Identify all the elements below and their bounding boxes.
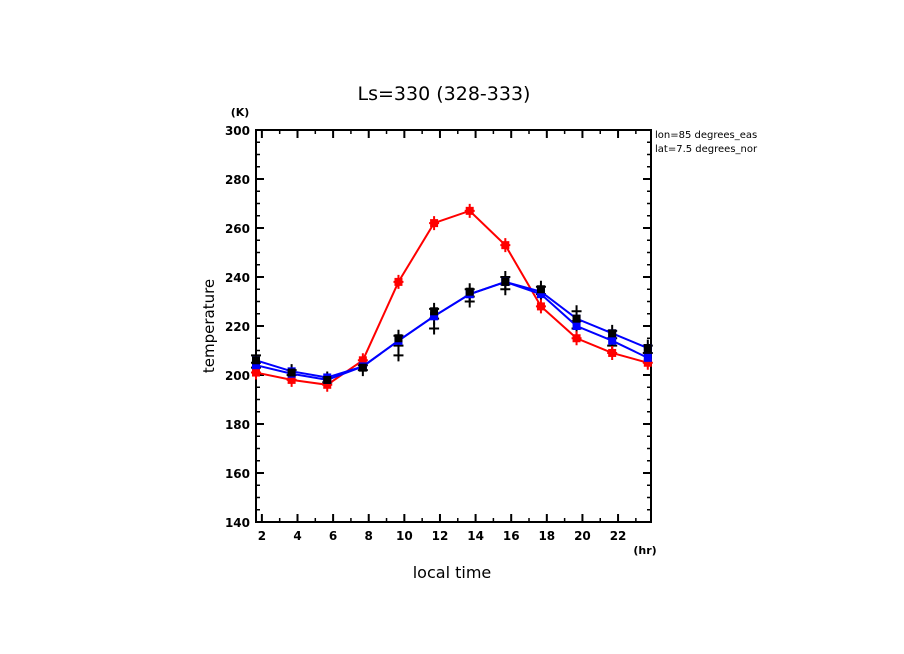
- annotation-lon: lon=85 degrees_eas: [655, 130, 757, 141]
- obs-mean-marker: [643, 344, 652, 353]
- x-tick-label: 4: [293, 529, 301, 543]
- y-tick-label: 180: [225, 418, 250, 432]
- model-blue-lower-marker: [643, 353, 652, 362]
- model-blue-lower-marker: [572, 322, 581, 330]
- model-blue-lower-marker: [608, 336, 617, 345]
- x-tick-label: 20: [574, 529, 591, 543]
- y-tick-label: 280: [225, 173, 250, 187]
- model-blue-lower-marker: [430, 312, 439, 321]
- obs-mean-marker: [430, 307, 439, 316]
- model-red-line: [255, 209, 649, 386]
- y-tick-label: 220: [225, 320, 250, 334]
- x-tick-label: 2: [258, 529, 266, 543]
- model-red-errorbar: [429, 216, 440, 231]
- obs-mean-marker: [465, 287, 474, 296]
- model-red-errorbar: [500, 238, 511, 253]
- model-blue-upper-line: [255, 280, 649, 379]
- obs-mean-marker: [572, 314, 581, 323]
- y-tick-label: 160: [225, 467, 250, 481]
- y-tick-label: 260: [225, 222, 250, 236]
- obs-mean-marker: [358, 363, 367, 372]
- y-tick-label: 140: [225, 516, 250, 530]
- x-tick-label: 10: [396, 529, 413, 543]
- model-red-errorbar: [571, 331, 582, 346]
- model-red-errorbar: [535, 299, 546, 314]
- x-tick-label: 14: [467, 529, 484, 543]
- chart-title: Ls=330 (328-333): [358, 83, 531, 105]
- x-tick-label: 18: [538, 529, 555, 543]
- x-tick-label: 8: [365, 529, 373, 543]
- y-unit-label: (K): [231, 106, 250, 119]
- model-red-errorbar: [464, 203, 475, 218]
- obs-plus-marker: [429, 322, 440, 335]
- model-blue-lower-line: [255, 280, 649, 381]
- obs-mean-marker: [252, 356, 260, 365]
- obs-mean-marker: [394, 334, 403, 343]
- x-unit-label: (hr): [633, 544, 656, 557]
- x-tick-label: 6: [329, 529, 337, 543]
- x-tick-label: 22: [610, 529, 627, 543]
- model-red-errorbar: [607, 345, 618, 360]
- obs-mean-marker: [287, 368, 296, 377]
- y-tick-label: 240: [225, 271, 250, 285]
- y-axis-label: temperature: [200, 279, 218, 373]
- x-axis-label: local time: [413, 563, 492, 582]
- model-blue-lower-marker: [252, 361, 260, 370]
- model-blue-lower-marker: [536, 290, 545, 299]
- x-tick-label: 16: [503, 529, 520, 543]
- y-tick-label: 200: [225, 369, 250, 383]
- obs-plus-marker: [393, 349, 404, 362]
- y-tick-label: 300: [225, 124, 250, 138]
- annotation-lat: lat=7.5 degrees_nor: [655, 144, 758, 155]
- x-tick-label: 12: [432, 529, 449, 543]
- obs-mean-marker: [501, 277, 510, 286]
- obs-mean-marker: [608, 329, 617, 338]
- obs-mean-marker: [536, 285, 545, 294]
- model-red-errorbar: [393, 274, 404, 289]
- obs-mean-marker: [323, 375, 332, 384]
